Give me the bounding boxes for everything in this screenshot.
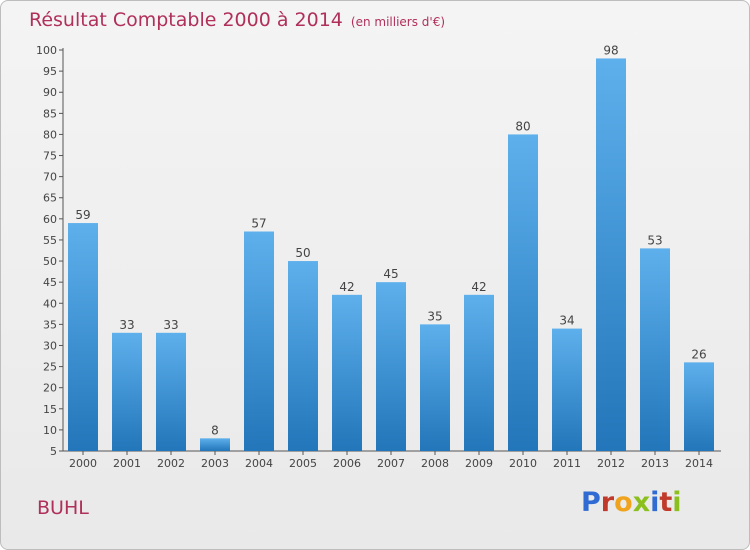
y-tick-label: 20 [43,382,57,395]
y-tick-label: 5 [50,445,57,458]
chart-subtitle: (en milliers d'€) [350,15,446,29]
chart-labels: 2000 59 2001 33 2002 33 2003 8 2004 57 2005 50 2006 4… [69,43,713,470]
bar [68,223,98,451]
bar [508,134,538,451]
x-tick-label: 2004 [245,457,273,470]
logo-letter: P [581,487,601,518]
proxiti-logo: Proxiti [581,487,682,518]
x-tick-label: 2010 [509,457,537,470]
data-label: 33 [163,318,178,332]
bar [200,438,230,451]
data-label: 53 [647,233,662,247]
title-text: Résultat Comptable 2000 à 2014 [29,9,343,31]
x-tick-label: 2013 [641,457,669,470]
bar [112,332,142,451]
x-tick-label: 2008 [421,457,449,470]
x-tick-label: 2001 [113,457,141,470]
y-tick-label: 85 [43,107,57,120]
x-tick-label: 2000 [69,457,97,470]
bar [376,282,406,451]
bar [684,362,714,451]
y-tick-label: 15 [43,403,57,416]
bar [640,248,670,451]
logo-letter: r [600,487,615,518]
logo-letter: i [650,487,660,518]
x-tick-label: 2002 [157,457,185,470]
y-tick-label: 70 [43,171,57,184]
data-label: 45 [383,267,398,281]
data-label: 8 [211,423,219,437]
y-tick-label: 65 [43,192,57,205]
data-label: 34 [559,314,574,328]
x-tick-label: 2011 [553,457,581,470]
logo-letter: t [659,487,673,518]
chart-bars [68,58,714,451]
logo-letter: i [672,487,682,518]
y-tick-label: 55 [43,234,57,247]
x-tick-label: 2006 [333,457,361,470]
x-tick-label: 2009 [465,457,493,470]
y-tick-label: 60 [43,213,57,226]
bar [332,294,362,451]
y-tick-label: 10 [43,424,57,437]
data-label: 59 [75,208,90,222]
bar [244,231,274,451]
y-tick-label: 90 [43,86,57,99]
bar [552,328,582,451]
x-tick-label: 2005 [289,457,317,470]
x-tick-label: 2014 [685,457,713,470]
y-tick-label: 25 [43,361,57,374]
data-label: 80 [515,119,530,133]
y-tick-label: 50 [43,255,57,268]
bar [156,332,186,451]
y-tick-label: 35 [43,318,57,331]
logo-letter: o [614,487,633,518]
x-tick-label: 2003 [201,457,229,470]
data-label: 42 [471,280,486,294]
bar [596,58,626,451]
data-label: 50 [295,246,310,260]
data-label: 26 [691,347,706,361]
data-label: 33 [119,318,134,332]
chart-title: Résultat Comptable 2000 à 2014 (en millie… [29,9,445,31]
y-tick-label: 100 [36,44,57,57]
x-tick-label: 2012 [597,457,625,470]
y-tick-label: 80 [43,128,57,141]
bar [288,261,318,451]
y-tick-label: 40 [43,297,57,310]
y-tick-label: 30 [43,339,57,352]
bar [420,324,450,451]
data-label: 57 [251,217,266,231]
data-label: 35 [427,309,442,323]
data-label: 42 [339,280,354,294]
x-tick-label: 2007 [377,457,405,470]
logo-letter: x [632,487,651,518]
town-name: BUHL [37,497,89,519]
data-label: 98 [603,43,618,57]
y-tick-label: 95 [43,65,57,78]
y-tick-label: 45 [43,276,57,289]
bar [464,294,494,451]
y-tick-label: 75 [43,150,57,163]
